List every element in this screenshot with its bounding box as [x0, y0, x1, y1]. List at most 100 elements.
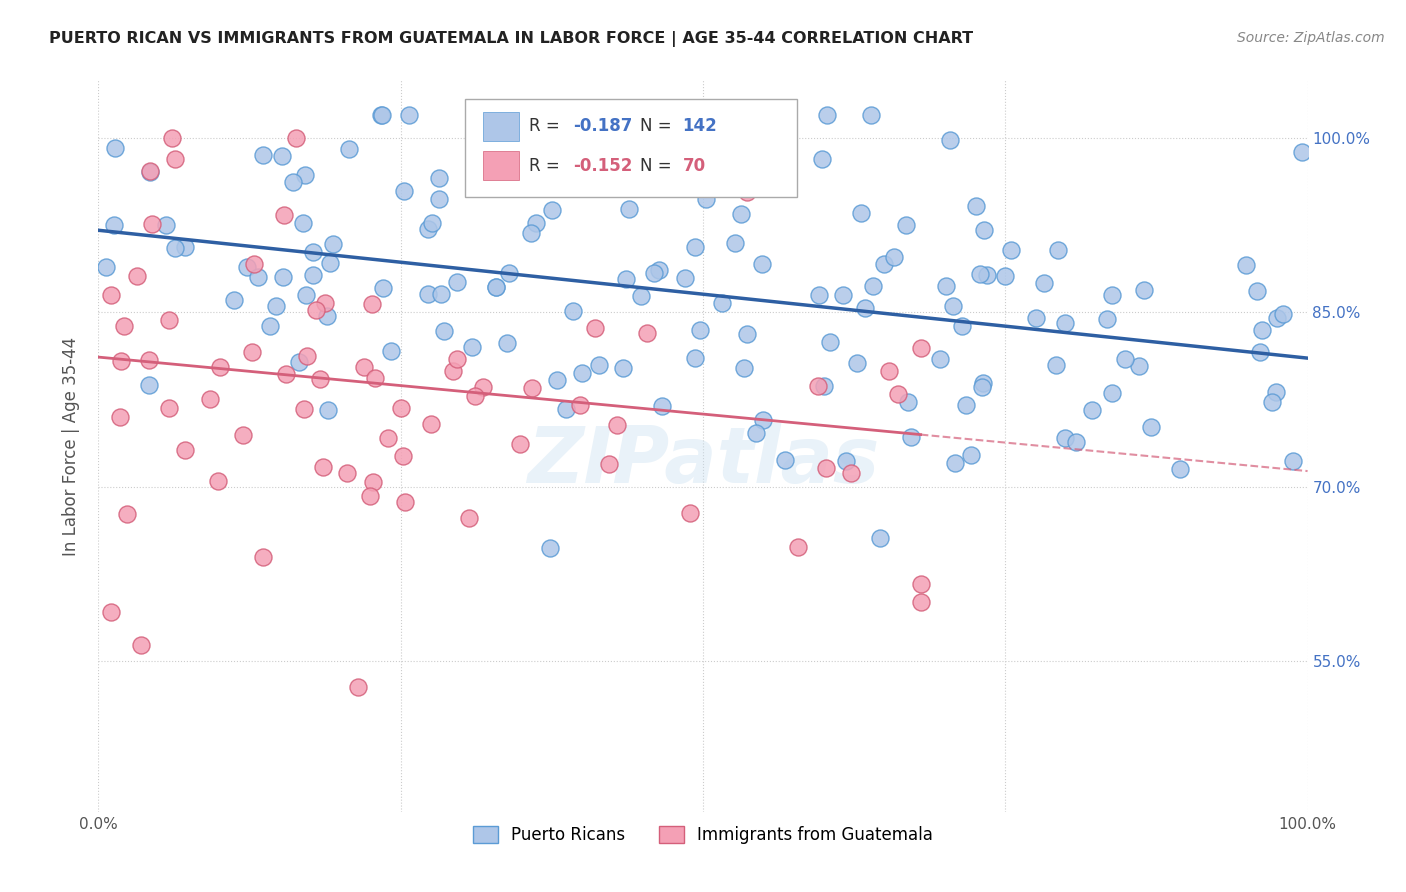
Point	[846, 356, 869, 370]
Y-axis label: In Labor Force | Age 35-44: In Labor Force | Age 35-44	[62, 336, 80, 556]
Point	[733, 360, 755, 375]
Text: R =: R =	[529, 157, 565, 175]
Point	[1114, 352, 1136, 367]
Point	[972, 376, 994, 391]
Point	[427, 192, 450, 206]
Point	[174, 442, 197, 457]
Point	[100, 605, 122, 619]
Text: N =: N =	[640, 118, 678, 136]
Point	[427, 170, 450, 185]
Point	[335, 466, 357, 480]
Point	[141, 218, 163, 232]
Point	[942, 299, 965, 313]
Point	[264, 299, 287, 313]
Point	[242, 257, 264, 271]
Point	[519, 226, 541, 240]
Point	[503, 108, 526, 122]
Point	[887, 386, 910, 401]
Text: -0.152: -0.152	[574, 157, 633, 175]
Point	[524, 216, 547, 230]
Point	[129, 639, 152, 653]
Point	[392, 449, 415, 463]
Point	[831, 288, 853, 302]
Point	[820, 334, 842, 349]
Point	[252, 147, 274, 161]
Point	[815, 461, 838, 475]
Point	[651, 399, 673, 413]
Point	[100, 288, 122, 302]
Point	[252, 549, 274, 564]
Point	[617, 202, 640, 216]
Point	[474, 131, 496, 145]
Point	[1291, 145, 1313, 159]
Point	[994, 268, 1017, 283]
Point	[240, 345, 263, 359]
Point	[316, 403, 339, 417]
Point	[157, 401, 180, 416]
Point	[222, 293, 245, 307]
Point	[955, 399, 977, 413]
FancyBboxPatch shape	[465, 99, 797, 197]
Point	[314, 296, 336, 310]
Point	[319, 256, 342, 270]
Point	[422, 216, 444, 230]
Point	[683, 239, 706, 253]
Point	[839, 466, 862, 480]
Point	[360, 297, 382, 311]
Point	[441, 364, 464, 378]
Point	[294, 168, 316, 182]
Point	[446, 275, 468, 289]
Point	[292, 216, 315, 230]
Point	[928, 351, 950, 366]
Point	[1066, 434, 1088, 449]
Point	[896, 395, 918, 409]
Point	[416, 286, 439, 301]
Point	[976, 268, 998, 282]
Text: PUERTO RICAN VS IMMIGRANTS FROM GUATEMALA IN LABOR FORCE | AGE 35-44 CORRELATION: PUERTO RICAN VS IMMIGRANTS FROM GUATEMAL…	[49, 31, 973, 47]
Point	[835, 453, 858, 467]
Text: Source: ZipAtlas.com: Source: ZipAtlas.com	[1237, 31, 1385, 45]
Point	[513, 131, 536, 145]
Point	[485, 280, 508, 294]
Point	[810, 152, 832, 166]
Point	[302, 244, 325, 259]
Point	[353, 360, 375, 375]
Point	[630, 289, 652, 303]
Point	[361, 475, 384, 489]
Point	[103, 218, 125, 232]
Point	[583, 321, 606, 335]
Point	[359, 489, 381, 503]
Point	[555, 402, 578, 417]
Point	[139, 164, 162, 178]
Point	[673, 270, 696, 285]
Point	[1101, 287, 1123, 301]
Point	[873, 257, 896, 271]
Point	[1081, 402, 1104, 417]
Point	[302, 268, 325, 283]
Point	[815, 108, 838, 122]
Point	[309, 372, 332, 386]
Point	[458, 511, 481, 525]
Text: ZIPatlas: ZIPatlas	[527, 423, 879, 499]
Point	[346, 681, 368, 695]
Point	[270, 149, 292, 163]
Point	[174, 240, 197, 254]
Point	[869, 531, 891, 545]
Point	[972, 380, 994, 394]
Point	[588, 358, 610, 372]
Point	[94, 260, 117, 274]
Point	[207, 474, 229, 488]
Point	[322, 236, 344, 251]
Point	[112, 318, 135, 333]
Point	[896, 218, 918, 232]
Point	[162, 131, 184, 145]
Point	[711, 296, 734, 310]
Point	[636, 326, 658, 340]
Point	[139, 165, 162, 179]
Point	[538, 541, 561, 556]
Point	[315, 309, 337, 323]
Point	[541, 202, 564, 217]
Point	[965, 199, 987, 213]
Point	[614, 272, 637, 286]
Point	[959, 448, 981, 462]
